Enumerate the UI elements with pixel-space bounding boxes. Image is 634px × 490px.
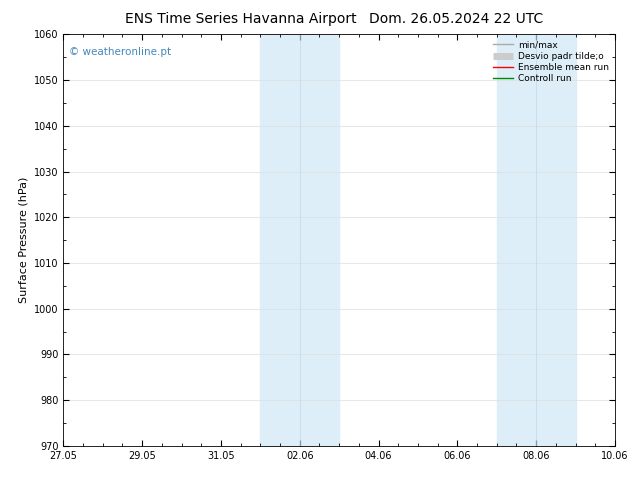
Bar (261, 34, 300, 446)
Text: Dom. 26.05.2024 22 UTC: Dom. 26.05.2024 22 UTC (370, 12, 543, 26)
Legend: min/max, Desvio padr tilde;o, Ensemble mean run, Controll run: min/max, Desvio padr tilde;o, Ensemble m… (489, 37, 612, 87)
Bar (300, 34, 339, 446)
Bar (497, 34, 536, 446)
Text: © weatheronline.pt: © weatheronline.pt (69, 47, 171, 57)
Text: ENS Time Series Havanna Airport: ENS Time Series Havanna Airport (125, 12, 357, 26)
Y-axis label: Surface Pressure (hPa): Surface Pressure (hPa) (18, 177, 29, 303)
Bar (536, 34, 576, 446)
